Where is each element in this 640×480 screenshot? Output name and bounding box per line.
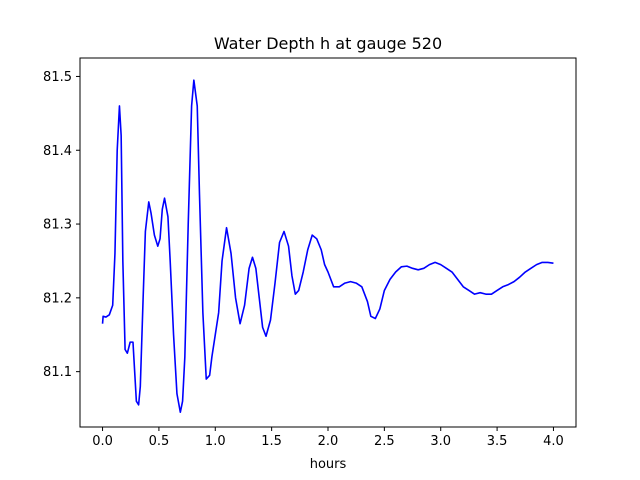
x-tick-label: 3.5 [487, 434, 508, 449]
chart-title: Water Depth h at gauge 520 [214, 34, 442, 53]
x-tick-label: 1.5 [261, 434, 282, 449]
y-tick-label: 81.2 [43, 291, 72, 306]
y-tick-label: 81.5 [43, 70, 72, 85]
y-tick-label: 81.1 [43, 365, 72, 380]
x-tick-label: 0.0 [92, 434, 113, 449]
y-axis: 81.1 81.2 81.3 81.4 81.5 [43, 70, 80, 380]
x-tick-label: 2.5 [374, 434, 395, 449]
series-line-0 [101, 79, 554, 414]
x-axis: 0.0 0.5 1.0 1.5 2.0 2.5 3.0 3.5 4.0 [92, 427, 564, 449]
x-axis-label: hours [310, 457, 347, 472]
x-tick-label: 0.5 [149, 434, 170, 449]
y-tick-label: 81.4 [43, 144, 72, 159]
x-tick-label: 1.0 [205, 434, 226, 449]
y-tick-label: 81.3 [43, 218, 72, 233]
x-tick-label: 2.0 [318, 434, 339, 449]
x-tick-label: 3.0 [430, 434, 451, 449]
x-tick-label: 4.0 [543, 434, 564, 449]
series-layer [101, 79, 554, 414]
